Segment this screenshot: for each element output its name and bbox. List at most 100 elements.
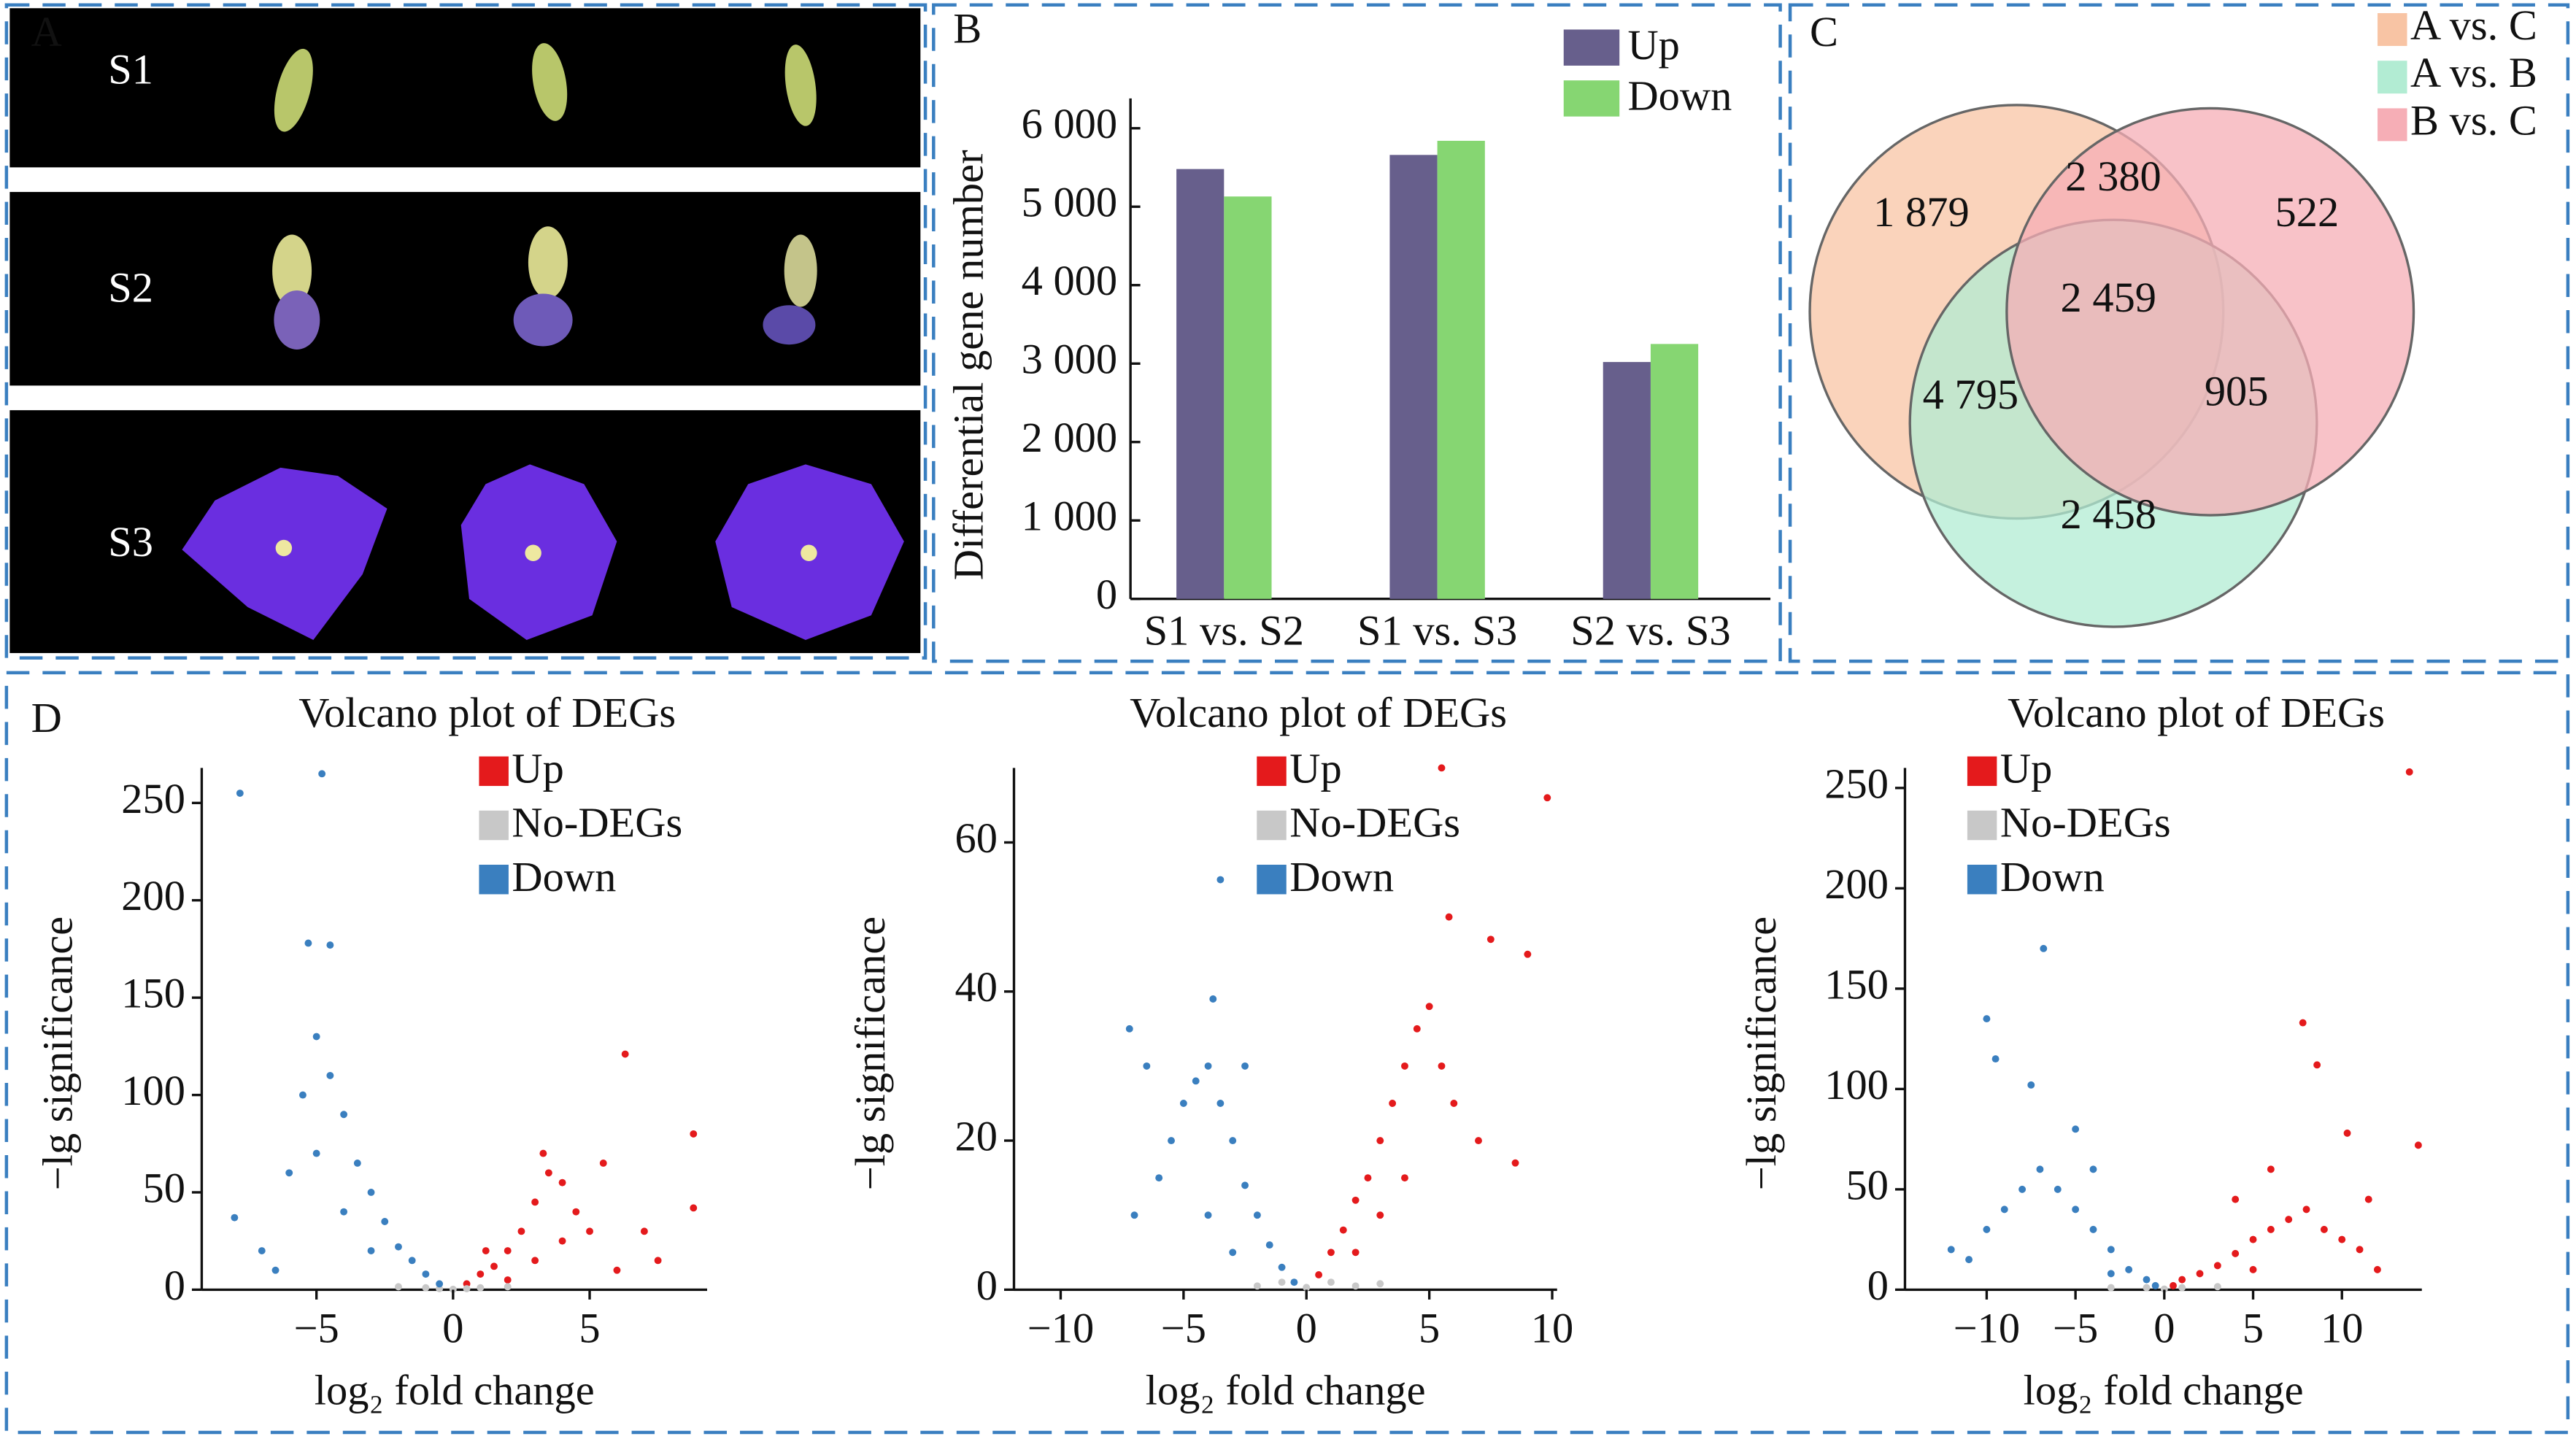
point <box>2313 1061 2321 1069</box>
point <box>2249 1265 2257 1273</box>
flower-s3 <box>182 464 904 640</box>
y-axis-label: Differential gene number <box>945 150 992 580</box>
point <box>326 941 334 949</box>
point <box>599 1160 607 1167</box>
point <box>504 1247 512 1254</box>
x-tick-label: −10 <box>1027 1304 1094 1351</box>
point <box>2267 1225 2275 1233</box>
point <box>1543 794 1551 802</box>
point <box>690 1130 698 1138</box>
point <box>2267 1165 2275 1173</box>
legend-swatch <box>2378 108 2407 142</box>
legend-label: Up <box>1627 21 1679 69</box>
x-tick-label: 0 <box>1296 1304 1317 1351</box>
chart-title: Volcano plot of DEGs <box>1130 689 1507 736</box>
x-tick-label: −5 <box>294 1304 339 1351</box>
y-tick-label: 0 <box>164 1262 185 1309</box>
y-tick-label: 0 <box>1867 1262 1889 1309</box>
point <box>1983 1015 1991 1023</box>
venn-count: 2 380 <box>2065 153 2162 200</box>
point <box>477 1284 485 1292</box>
point <box>2232 1249 2240 1257</box>
legend-label: Down <box>512 853 616 900</box>
point <box>1376 1137 1384 1145</box>
point <box>1983 1225 1991 1233</box>
venn-count: 2 459 <box>2061 274 2157 321</box>
point <box>1445 913 1453 921</box>
x-axis-label: log₂ fold change <box>2024 1367 2304 1414</box>
x-tick-label: 0 <box>442 1304 463 1351</box>
point <box>654 1257 662 1265</box>
point <box>544 1169 552 1177</box>
point <box>2107 1270 2115 1278</box>
y-tick-label: 3 000 <box>1022 336 1118 383</box>
y-tick-label: 100 <box>1824 1061 1889 1108</box>
point <box>1351 1249 1360 1257</box>
x-tick-label: −10 <box>1954 1304 2020 1351</box>
point <box>531 1257 539 1265</box>
point <box>1401 1174 1408 1182</box>
y-axis-label: −lg significance <box>34 917 82 1190</box>
point <box>1475 1137 1482 1145</box>
legend-swatch <box>2378 61 2407 94</box>
point <box>1303 1284 1311 1292</box>
point <box>477 1270 485 1278</box>
point <box>2343 1129 2351 1137</box>
point <box>1179 1100 1187 1107</box>
point <box>285 1169 293 1177</box>
legend-label: No-DEGs <box>1289 799 1460 846</box>
point <box>318 770 326 778</box>
point <box>1278 1278 1286 1286</box>
legend-label: Up <box>2000 745 2052 792</box>
point <box>395 1283 402 1291</box>
panel-label: B <box>953 4 982 52</box>
venn-count: 905 <box>2205 367 2269 414</box>
point <box>422 1284 430 1292</box>
point <box>2151 1281 2159 1289</box>
venn-count: 522 <box>2275 188 2340 236</box>
panel-label: A <box>31 8 62 55</box>
photo-row <box>9 192 921 386</box>
legend-swatch <box>1563 80 1620 117</box>
legend-swatch <box>1967 756 1997 787</box>
point <box>2405 768 2413 776</box>
legend-label: No-DEGs <box>512 799 682 846</box>
legend-swatch <box>479 810 509 841</box>
bar <box>1224 196 1272 599</box>
point <box>1450 1100 1458 1107</box>
point <box>1130 1211 1138 1219</box>
point <box>572 1208 580 1216</box>
point <box>531 1198 539 1206</box>
point <box>1241 1062 1249 1070</box>
point <box>1253 1282 1261 1290</box>
point <box>2000 1205 2008 1214</box>
point <box>1290 1278 1298 1286</box>
point <box>2213 1262 2221 1270</box>
point <box>1241 1181 1249 1189</box>
point <box>2089 1165 2097 1173</box>
point <box>490 1262 498 1270</box>
point <box>258 1247 266 1254</box>
point <box>1425 1003 1433 1011</box>
panel-frame <box>4 671 2570 1435</box>
y-tick-label: 100 <box>121 1067 185 1114</box>
legend-swatch <box>1257 864 1287 895</box>
point <box>586 1227 593 1235</box>
point <box>2338 1235 2346 1243</box>
point <box>1376 1211 1384 1219</box>
panel-label: D <box>31 694 62 741</box>
point <box>482 1247 490 1254</box>
venn-count: 1 879 <box>1873 188 1970 236</box>
point <box>2027 1081 2035 1089</box>
point <box>1991 1055 2000 1063</box>
y-tick-label: 5 000 <box>1022 179 1118 226</box>
y-tick-label: 200 <box>121 872 185 919</box>
point <box>1125 1025 1133 1033</box>
point <box>2018 1185 2027 1193</box>
x-tick-label: −5 <box>1161 1304 1206 1351</box>
point <box>1229 1249 1237 1257</box>
legend-label: Up <box>512 745 563 792</box>
point <box>340 1208 348 1216</box>
point <box>2170 1281 2177 1289</box>
